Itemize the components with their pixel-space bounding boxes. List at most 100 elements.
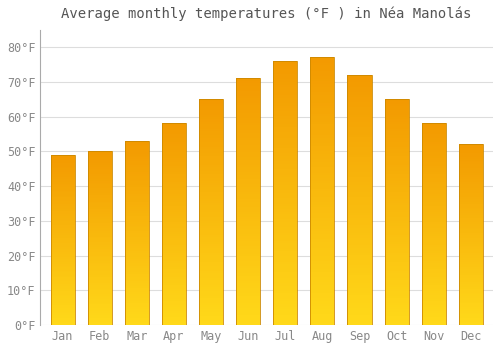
Bar <box>384 232 408 235</box>
Bar <box>273 185 297 188</box>
Bar <box>422 285 446 287</box>
Bar <box>88 212 112 214</box>
Bar <box>162 228 186 230</box>
Bar <box>458 173 483 175</box>
Bar <box>422 204 446 206</box>
Bar <box>199 241 223 244</box>
Bar <box>236 236 260 239</box>
Bar <box>384 280 408 282</box>
Bar <box>236 301 260 303</box>
Bar <box>422 166 446 168</box>
Bar <box>422 198 446 200</box>
Bar <box>88 254 112 256</box>
Bar <box>236 147 260 150</box>
Bar <box>162 265 186 267</box>
Bar <box>384 203 408 205</box>
Bar <box>348 82 372 85</box>
Bar <box>310 65 334 68</box>
Bar <box>199 275 223 278</box>
Bar <box>199 237 223 239</box>
Bar <box>458 271 483 273</box>
Bar <box>422 261 446 262</box>
Bar <box>458 197 483 198</box>
Bar <box>124 309 149 310</box>
Bar <box>384 289 408 291</box>
Bar <box>310 221 334 223</box>
Bar <box>236 298 260 301</box>
Bar <box>422 319 446 321</box>
Bar <box>236 234 260 236</box>
Bar <box>273 196 297 198</box>
Bar <box>458 204 483 206</box>
Bar <box>422 237 446 238</box>
Bar <box>384 122 408 124</box>
Bar <box>310 164 334 167</box>
Bar <box>162 243 186 245</box>
Bar <box>384 244 408 246</box>
Bar <box>236 155 260 157</box>
Bar <box>273 320 297 323</box>
Bar <box>124 237 149 239</box>
Bar <box>162 206 186 208</box>
Bar <box>273 280 297 283</box>
Bar <box>458 247 483 249</box>
Bar <box>348 318 372 320</box>
Bar <box>310 175 334 178</box>
Bar <box>162 164 186 166</box>
Bar <box>273 172 297 175</box>
Bar <box>422 230 446 232</box>
Bar <box>162 303 186 305</box>
Bar <box>458 153 483 155</box>
Bar <box>310 239 334 242</box>
Bar <box>162 146 186 148</box>
Bar <box>50 255 74 257</box>
Bar <box>422 245 446 246</box>
Bar <box>236 217 260 219</box>
Bar <box>458 255 483 257</box>
Bar <box>236 231 260 234</box>
Bar <box>310 162 334 164</box>
Bar <box>88 284 112 285</box>
Bar <box>88 245 112 247</box>
Bar <box>162 194 186 196</box>
Bar <box>88 221 112 223</box>
Bar <box>458 222 483 224</box>
Bar <box>88 163 112 165</box>
Bar <box>422 269 446 271</box>
Bar <box>458 238 483 240</box>
Bar <box>273 248 297 251</box>
Bar <box>50 211 74 213</box>
Bar <box>124 288 149 290</box>
Bar <box>422 135 446 138</box>
Bar <box>162 254 186 257</box>
Bar <box>199 235 223 237</box>
Bar <box>88 198 112 200</box>
Bar <box>310 106 334 108</box>
Bar <box>458 266 483 267</box>
Bar <box>458 231 483 233</box>
Bar <box>348 273 372 275</box>
Bar <box>236 306 260 308</box>
Bar <box>422 293 446 295</box>
Bar <box>422 251 446 253</box>
Bar <box>384 228 408 230</box>
Bar <box>124 296 149 298</box>
Bar <box>310 111 334 114</box>
Bar <box>273 228 297 230</box>
Bar <box>422 164 446 166</box>
Bar <box>199 165 223 167</box>
Bar <box>310 114 334 116</box>
Bar <box>236 226 260 229</box>
Bar <box>273 108 297 111</box>
Bar <box>273 148 297 151</box>
Bar <box>273 95 297 98</box>
Bar <box>88 262 112 264</box>
Bar <box>273 243 297 246</box>
Bar <box>310 148 334 151</box>
Bar <box>384 271 408 273</box>
Bar <box>236 192 260 194</box>
Bar <box>310 183 334 186</box>
Bar <box>348 280 372 282</box>
Bar <box>384 307 408 309</box>
Bar <box>348 293 372 295</box>
